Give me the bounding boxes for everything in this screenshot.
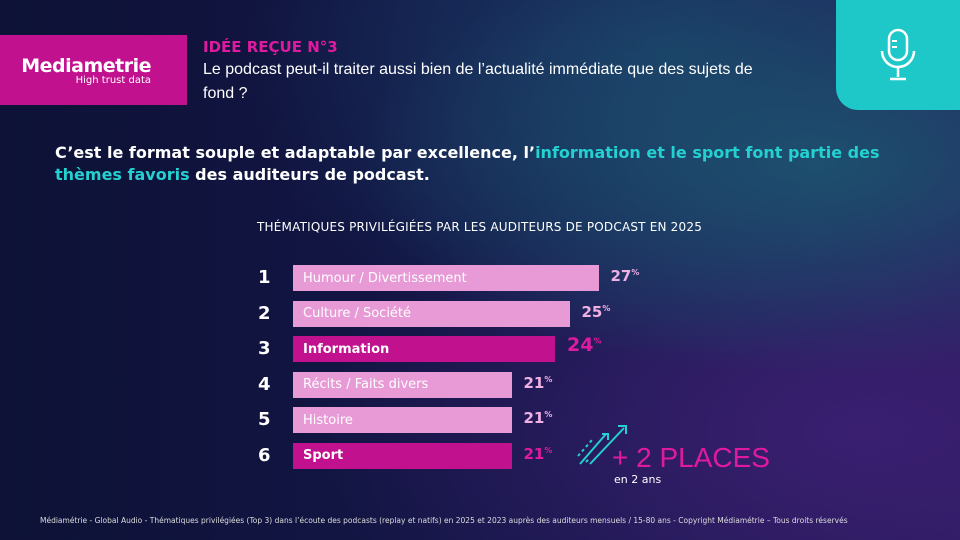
- headline: C’est le format souple et adaptable par …: [55, 142, 915, 186]
- value-label: 21%: [523, 373, 553, 392]
- footer-source: Médiamétrie - Global Audio - Thématiques…: [40, 516, 848, 525]
- bar: Culture / Société: [293, 300, 570, 327]
- value-label: 21%: [523, 444, 553, 463]
- value-label: 24%: [567, 334, 602, 356]
- trend-arrows-icon: [577, 425, 627, 465]
- rank-label: 1: [258, 267, 271, 288]
- bar-label: Culture / Société: [303, 306, 412, 321]
- rank-label: 3: [258, 338, 271, 359]
- bar: Humour / Divertissement: [293, 265, 599, 291]
- rank-label: 5: [258, 409, 271, 430]
- headline-text-end: des auditeurs de podcast.: [189, 165, 430, 184]
- logo-tagline: High trust data: [75, 74, 151, 86]
- bar-label: Information: [303, 341, 390, 357]
- bar-label: Sport: [303, 448, 344, 463]
- callout-main: + 2 PLACES: [612, 442, 770, 473]
- chart-title: THÉMATIQUES PRIVILÉGIÉES PAR LES AUDITEU…: [257, 220, 703, 234]
- microphone-icon: [880, 28, 916, 81]
- bar: Histoire: [293, 407, 512, 433]
- bar: Récits / Faits divers: [293, 371, 512, 398]
- logo-brand: Mediametrie: [21, 54, 151, 77]
- value-label: 27%: [610, 267, 640, 285]
- value-label: 21%: [523, 409, 553, 427]
- rank-label: 2: [258, 302, 271, 324]
- bar: Sport: [293, 442, 512, 469]
- bar: Information: [293, 336, 555, 362]
- headline-highlight: information et le sport font partie des …: [55, 143, 880, 184]
- value-label: 25%: [581, 302, 611, 321]
- bar-label: Récits / Faits divers: [303, 377, 429, 392]
- microphone-badge: [836, 0, 960, 110]
- kicker: IDÉE REÇUE N°3: [203, 38, 338, 56]
- rank-label: 6: [258, 444, 271, 466]
- mediametrie-logo: Mediametrie High trust data: [0, 35, 187, 105]
- bar-label: Humour / Divertissement: [303, 270, 467, 286]
- question: Le podcast peut-il traiter aussi bien de…: [203, 61, 753, 102]
- callout-sub: en 2 ans: [614, 473, 662, 486]
- rank-label: 4: [258, 373, 271, 395]
- headline-text: C’est le format souple et adaptable par …: [55, 143, 536, 162]
- bar-label: Histoire: [303, 412, 353, 428]
